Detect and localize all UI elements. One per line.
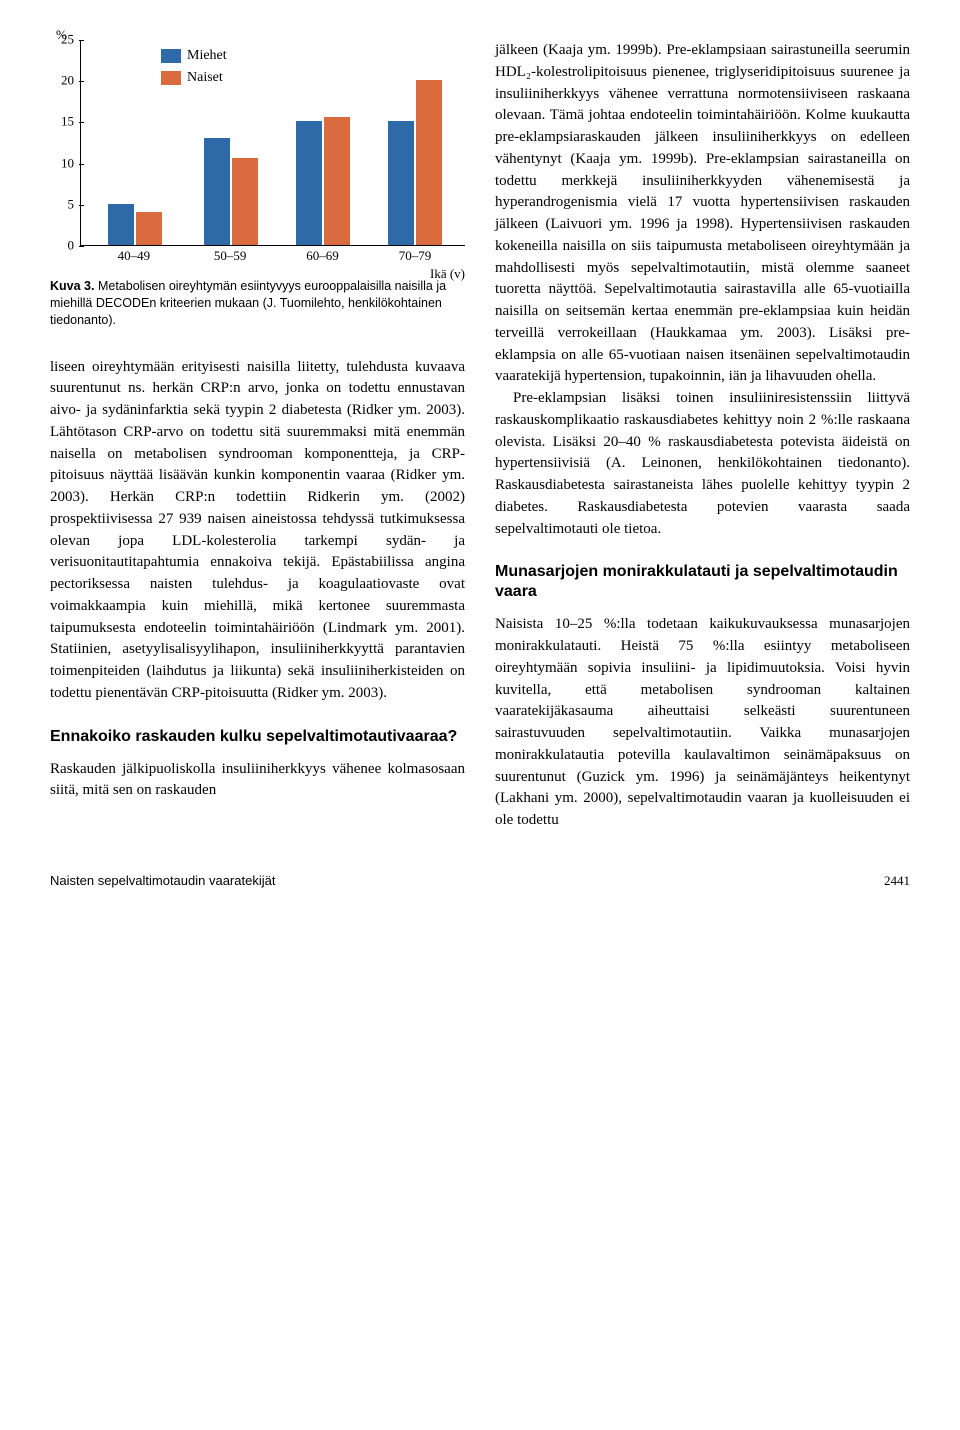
legend-swatch <box>161 71 181 85</box>
bar-chart: % 0510152025 MiehetNaiset 40–4950–5960–6… <box>80 40 465 270</box>
right-column: jälkeen (Kaaja ym. 1999b). Pre-eklampsia… <box>495 40 910 832</box>
body-paragraph: Pre-eklampsian lisäksi toinen insuliinir… <box>495 388 910 540</box>
legend-item: Naiset <box>161 68 227 88</box>
bar <box>204 138 230 245</box>
y-tick-label: 5 <box>68 195 75 214</box>
chart-container: % 0510152025 MiehetNaiset 40–4950–5960–6… <box>50 40 465 329</box>
section-heading: Munasarjojen monirakkulatauti ja sepelva… <box>495 562 910 602</box>
y-axis: 0510152025 <box>52 40 78 246</box>
y-tick-label: 25 <box>61 31 74 50</box>
body-paragraph: Raskauden jälkipuoliskolla insuliiniherk… <box>50 759 465 803</box>
bar <box>232 158 258 245</box>
x-tick-label: 60–69 <box>306 247 339 266</box>
bar <box>388 121 414 245</box>
bar-group <box>296 117 350 245</box>
bar-group <box>388 80 442 245</box>
body-paragraph: jälkeen (Kaaja ym. 1999b). Pre-eklampsia… <box>495 40 910 388</box>
legend-label: Naiset <box>187 68 223 88</box>
bar-group <box>204 138 258 245</box>
x-tick-label: 40–49 <box>118 247 151 266</box>
x-tick-label: 50–59 <box>214 247 247 266</box>
x-axis-label: Ikä (v) <box>430 265 465 284</box>
page-number: 2441 <box>884 872 910 891</box>
y-tick-label: 10 <box>61 154 74 173</box>
caption-text: Metabolisen oireyhtymän esiintyvyys euro… <box>50 279 446 327</box>
legend-item: Miehet <box>161 46 227 66</box>
body-paragraph: liseen oireyhtymään erityisesti naisilla… <box>50 357 465 705</box>
page-columns: % 0510152025 MiehetNaiset 40–4950–5960–6… <box>50 40 910 832</box>
legend: MiehetNaiset <box>161 46 227 91</box>
bar <box>108 204 134 245</box>
bar <box>324 117 350 245</box>
x-tick-label: 70–79 <box>399 247 432 266</box>
footer-title: Naisten sepelvaltimotaudin vaaratekijät <box>50 872 275 891</box>
body-paragraph: Naisista 10–25 %:lla todetaan kaikukuvau… <box>495 614 910 832</box>
left-column: % 0510152025 MiehetNaiset 40–4950–5960–6… <box>50 40 465 832</box>
y-tick-label: 15 <box>61 113 74 132</box>
section-heading: Ennakoiko raskauden kulku sepelvaltimota… <box>50 727 465 747</box>
y-tick-label: 20 <box>61 72 74 91</box>
y-tick-label: 0 <box>68 237 75 256</box>
bar <box>416 80 442 245</box>
plot-area: MiehetNaiset <box>80 40 465 246</box>
caption-label: Kuva 3. <box>50 279 94 293</box>
page-footer: Naisten sepelvaltimotaudin vaaratekijät … <box>50 872 910 891</box>
bar-group <box>108 204 162 245</box>
legend-swatch <box>161 49 181 63</box>
figure-caption: Kuva 3. Metabolisen oireyhtymän esiintyv… <box>50 278 465 329</box>
bar <box>136 212 162 245</box>
bar <box>296 121 322 245</box>
legend-label: Miehet <box>187 46 227 66</box>
